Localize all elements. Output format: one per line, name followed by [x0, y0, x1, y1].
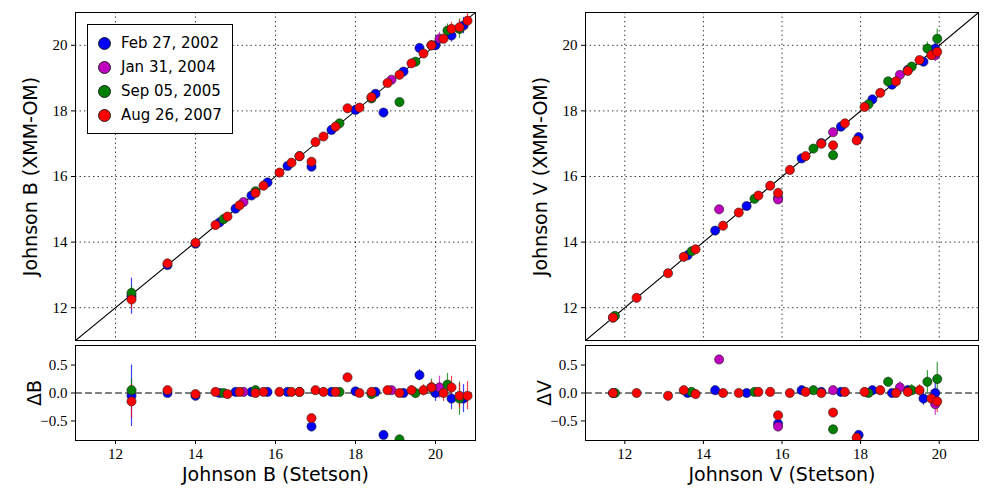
- svg-text:14: 14: [563, 234, 579, 250]
- svg-text:18: 18: [53, 103, 68, 119]
- svg-text:0.0: 0.0: [559, 385, 578, 401]
- svg-text:0.5: 0.5: [559, 357, 578, 373]
- svg-text:16: 16: [53, 168, 69, 184]
- svg-text:Johnson V (Stetson): Johnson V (Stetson): [688, 463, 876, 485]
- svg-text:20: 20: [428, 446, 443, 462]
- svg-text:16: 16: [563, 168, 579, 184]
- html-text:Aug 26, 2007: Aug 26, 2007: [121, 106, 222, 124]
- svg-text:14: 14: [53, 234, 69, 250]
- svg-text:20: 20: [563, 37, 578, 53]
- svg-text:12: 12: [617, 446, 632, 462]
- svg-text:−0.5: −0.5: [40, 413, 67, 429]
- svg-text:12: 12: [108, 446, 123, 462]
- svg-text:14: 14: [188, 446, 204, 462]
- svg-text:ΔV: ΔV: [533, 380, 555, 406]
- html-text:Sep 05, 2005: Sep 05, 2005: [121, 82, 221, 100]
- svg-text:16: 16: [268, 446, 284, 462]
- svg-text:Johnson V (XMM-OM): Johnson V (XMM-OM): [529, 77, 551, 277]
- svg-text:20: 20: [932, 446, 947, 462]
- svg-text:16: 16: [775, 446, 791, 462]
- svg-text:12: 12: [53, 300, 68, 316]
- html-text:Jan 31, 2004: Jan 31, 2004: [121, 58, 216, 76]
- svg-text:ΔB: ΔB: [23, 380, 45, 406]
- svg-text:18: 18: [348, 446, 363, 462]
- svg-text:Johnson B (XMM-OM): Johnson B (XMM-OM): [19, 77, 41, 277]
- svg-text:20: 20: [53, 37, 68, 53]
- svg-text:12: 12: [563, 300, 578, 316]
- svg-text:18: 18: [853, 446, 868, 462]
- svg-text:−0.5: −0.5: [550, 413, 577, 429]
- svg-text:14: 14: [696, 446, 712, 462]
- svg-text:0.5: 0.5: [49, 357, 68, 373]
- html-text:Feb 27, 2002: Feb 27, 2002: [121, 34, 220, 52]
- svg-text:0.0: 0.0: [49, 385, 68, 401]
- svg-text:Johnson B (Stetson): Johnson B (Stetson): [181, 463, 369, 485]
- svg-text:18: 18: [563, 103, 578, 119]
